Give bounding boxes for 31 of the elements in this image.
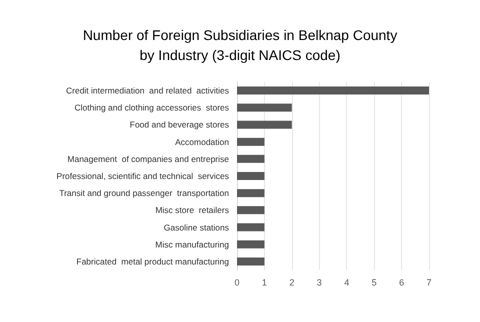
x-tick-label: 3: [316, 278, 322, 288]
bar: [237, 206, 264, 214]
y-tick-label: Professional, scientific and technical services: [56, 171, 229, 181]
bar: [237, 223, 264, 232]
chart-title: Number of Foreign Subsidiaries in Belknap County by Industry (3-digit NAICS code): [82, 27, 398, 63]
bar: [237, 257, 264, 266]
y-tick-label: Fabricated metal product manufacturing: [76, 256, 230, 266]
x-tick-label: 6: [399, 278, 404, 288]
y-tick-label: Transit and ground passenger transportation: [59, 188, 230, 198]
bar: [237, 104, 292, 112]
y-tick-label: Misc store retailers: [155, 205, 229, 216]
y-tick-label: Management of companies and entreprise: [67, 154, 230, 164]
y-tick-label: Misc manufacturing: [155, 239, 230, 250]
y-tick-label: Gasoline stations: [164, 222, 229, 232]
y-tick-label: Accomodation: [175, 136, 230, 147]
x-tick-label: 2: [289, 278, 294, 288]
bar: [237, 240, 264, 248]
y-tick-label: Credit intermediation and related activities: [66, 86, 229, 96]
x-tick-label: 4: [344, 278, 350, 288]
x-tick-label: 7: [426, 278, 432, 288]
y-tick-label: Clothing and clothing accessories stores: [74, 102, 229, 113]
bar: [237, 154, 264, 163]
x-tick-label: 0: [234, 278, 240, 288]
x-tick-label: 5: [372, 278, 377, 288]
x-tick-label: 1: [262, 278, 267, 288]
bar: [237, 120, 292, 129]
bar: [237, 138, 264, 146]
bar: [237, 172, 264, 180]
bar: [237, 86, 429, 95]
y-tick-label: Food and beverage stores: [130, 120, 229, 130]
bar: [237, 189, 264, 198]
